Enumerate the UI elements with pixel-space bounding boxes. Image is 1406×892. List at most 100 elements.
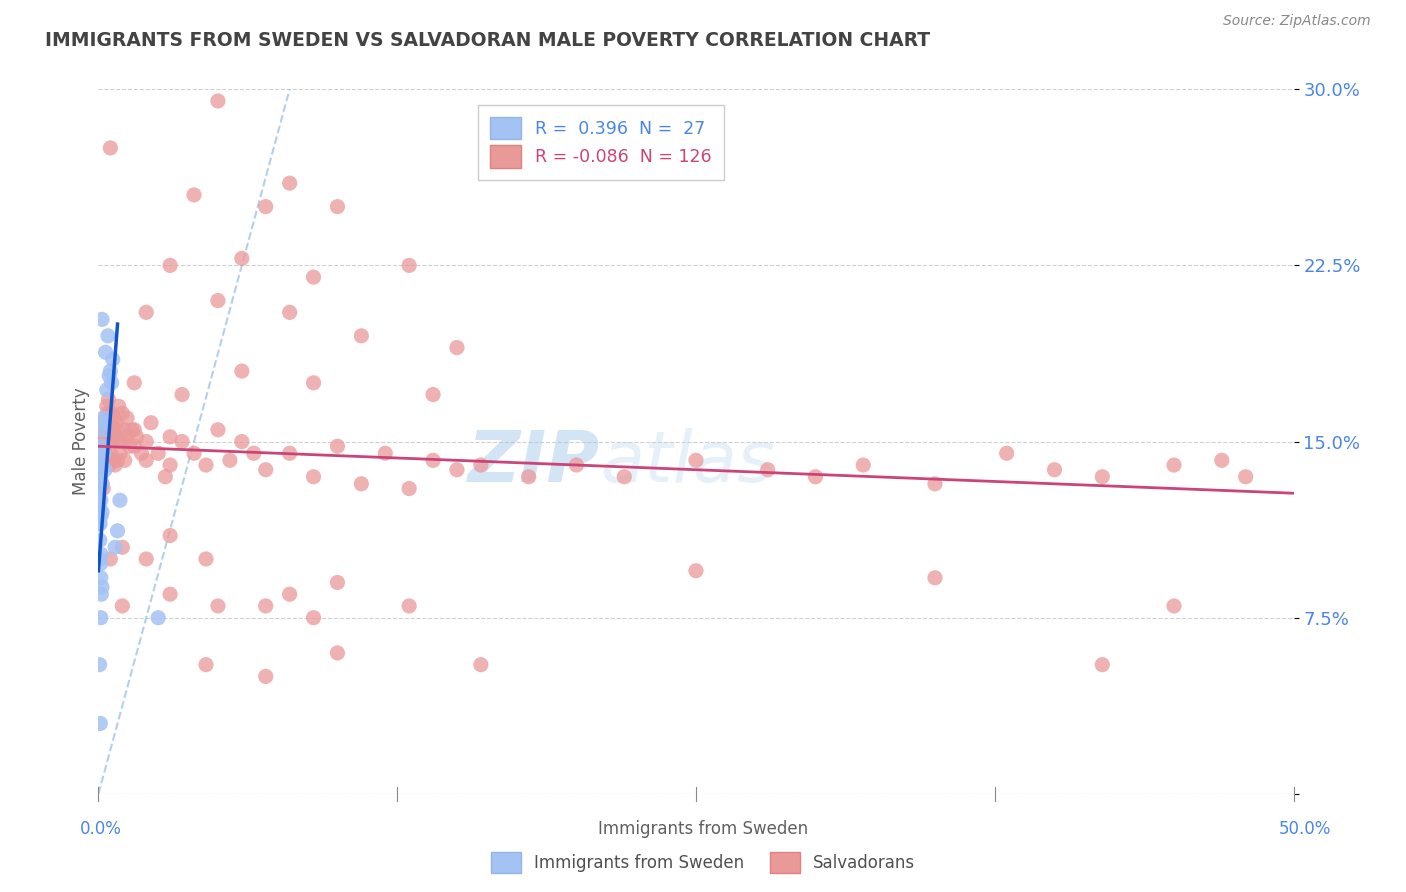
Point [1043,463,1066,477]
Point [398,599,420,613]
Point [89,482,111,496]
Point [89,463,111,477]
Point [108,493,131,508]
Point [183,446,205,460]
Point [93,416,115,430]
Point [91,453,114,467]
Point [87,469,110,483]
Point [207,94,229,108]
Point [231,252,253,266]
Point [107,453,129,467]
Point [91,505,114,519]
Point [90,430,112,444]
Point [98,430,121,444]
Point [91,446,114,460]
Legend: Immigrants from Sweden, Salvadorans: Immigrants from Sweden, Salvadorans [485,846,921,880]
Point [94,345,117,359]
Point [107,423,129,437]
Point [101,423,124,437]
Point [115,411,138,425]
Point [804,469,827,483]
Point [91,423,114,437]
Point [97,328,120,343]
Point [124,439,146,453]
Text: ZIP: ZIP [468,428,600,497]
Point [302,469,325,483]
Point [108,446,131,460]
Point [131,446,153,460]
Point [195,458,218,472]
Point [87,486,110,500]
Point [278,176,301,190]
Point [91,482,114,496]
Point [98,364,122,378]
Point [422,387,444,401]
Point [94,411,117,425]
Point [90,493,112,508]
Point [685,564,707,578]
Point [159,430,181,444]
Point [302,376,325,390]
Point [278,305,301,319]
Point [172,434,194,449]
Point [159,259,181,273]
Point [111,406,134,420]
Point [243,446,266,460]
Point [219,453,242,467]
Point [90,571,112,585]
Point [374,446,396,460]
Point [100,434,122,449]
Point [94,463,117,477]
Point [105,416,128,430]
Point [398,482,420,496]
Point [97,423,120,437]
Point [90,469,112,483]
Point [90,610,112,624]
Point [103,411,125,425]
Point [155,469,177,483]
Point [89,434,111,449]
Point [96,383,118,397]
Point [254,200,277,214]
Point [107,524,129,538]
Point [207,599,229,613]
Point [565,458,588,472]
Point [96,400,118,414]
Point [326,646,349,660]
Point [89,453,111,467]
Point [111,434,134,449]
Point [98,458,121,472]
Point [124,376,146,390]
Point [685,453,707,467]
Point [114,453,136,467]
Point [254,669,277,683]
Point [91,416,114,430]
Point [231,364,253,378]
Point [195,657,218,672]
Point [91,476,114,491]
Point [124,423,146,437]
Point [107,400,129,414]
Text: atlas: atlas [600,428,775,497]
Point [90,509,112,524]
Point [90,557,112,571]
Point [517,469,540,483]
Point [101,453,124,467]
Point [91,580,114,594]
Point [924,571,946,585]
Point [278,446,301,460]
Point [1091,469,1114,483]
Text: Immigrants from Sweden: Immigrants from Sweden [598,820,808,838]
Point [422,453,444,467]
Point [111,541,134,555]
Point [89,453,111,467]
Point [89,458,111,472]
Point [125,430,148,444]
Point [135,434,157,449]
Point [94,446,117,460]
Point [159,458,181,472]
Point [1234,469,1257,483]
Point [350,328,373,343]
Point [135,305,157,319]
Point [91,312,114,326]
